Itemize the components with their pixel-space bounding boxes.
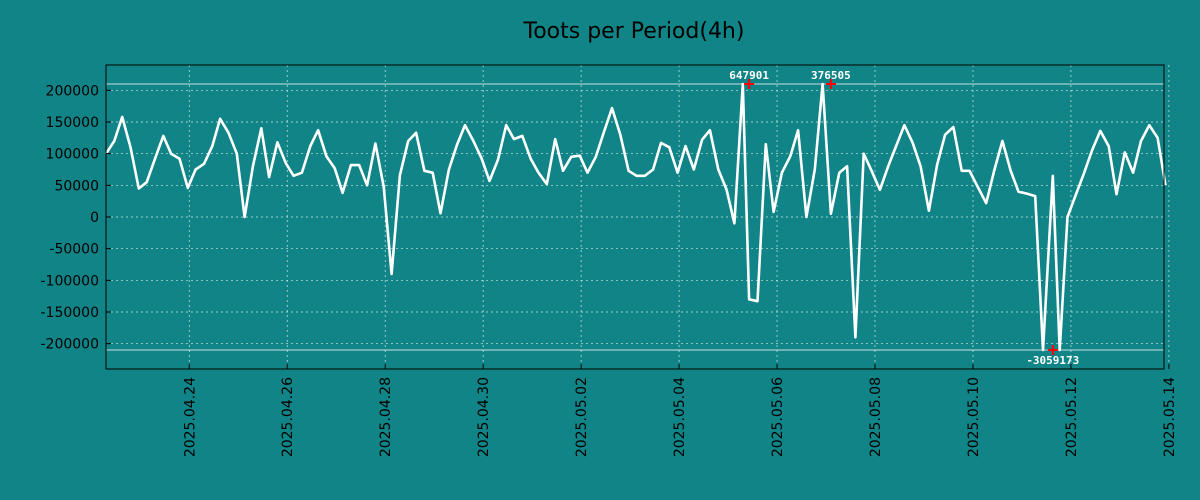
x-tick-label: 2025.04.24	[182, 377, 198, 457]
x-axis: 2025.04.24 2025.04.26 2025.04.28 2025.04.30…	[182, 364, 1178, 457]
y-tick-label: 100000	[46, 147, 99, 163]
peak-annotation-label: 376505	[811, 69, 851, 82]
x-tick-label: 2025.05.10	[966, 377, 982, 457]
series-group	[104, 82, 1167, 352]
y-axis: 200000 150000 100000 50000 0 -50000 -100000 -15…	[41, 83, 111, 353]
plot-frame	[105, 64, 1165, 370]
y-tick-label: 200000	[46, 83, 99, 99]
x-tick-label: 2025.05.08	[868, 377, 884, 457]
y-tick-label: 150000	[46, 115, 99, 131]
x-tick-label: 2025.04.26	[280, 377, 296, 457]
x-tick-label: 2025.05.02	[574, 377, 590, 457]
y-tick-label: -200000	[41, 337, 100, 353]
y-tick-label: -100000	[41, 273, 100, 289]
peak-annotation-label: 647901	[729, 69, 769, 82]
y-tick-label: -50000	[49, 242, 99, 258]
y-tick-label: 0	[90, 210, 99, 226]
annotation-markers: 647901 376505 -3059173	[729, 69, 1079, 367]
x-tick-label: 2025.05.12	[1064, 377, 1080, 457]
grid-lines	[106, 65, 1170, 369]
x-tick-label: 2025.05.14	[1162, 377, 1178, 457]
x-tick-label: 2025.04.30	[476, 377, 492, 457]
chart-title: Toots per Period(4h)	[523, 19, 745, 44]
y-tick-label: 50000	[54, 178, 99, 194]
series-line-toots	[104, 82, 1167, 352]
x-tick-label: 2025.05.06	[770, 377, 786, 457]
y-tick-label: -150000	[41, 305, 100, 321]
clip-lines	[106, 83, 1164, 351]
x-tick-label: 2025.04.28	[378, 377, 394, 457]
peak-annotation-label: -3059173	[1026, 354, 1079, 367]
x-tick-label: 2025.05.04	[672, 377, 688, 457]
